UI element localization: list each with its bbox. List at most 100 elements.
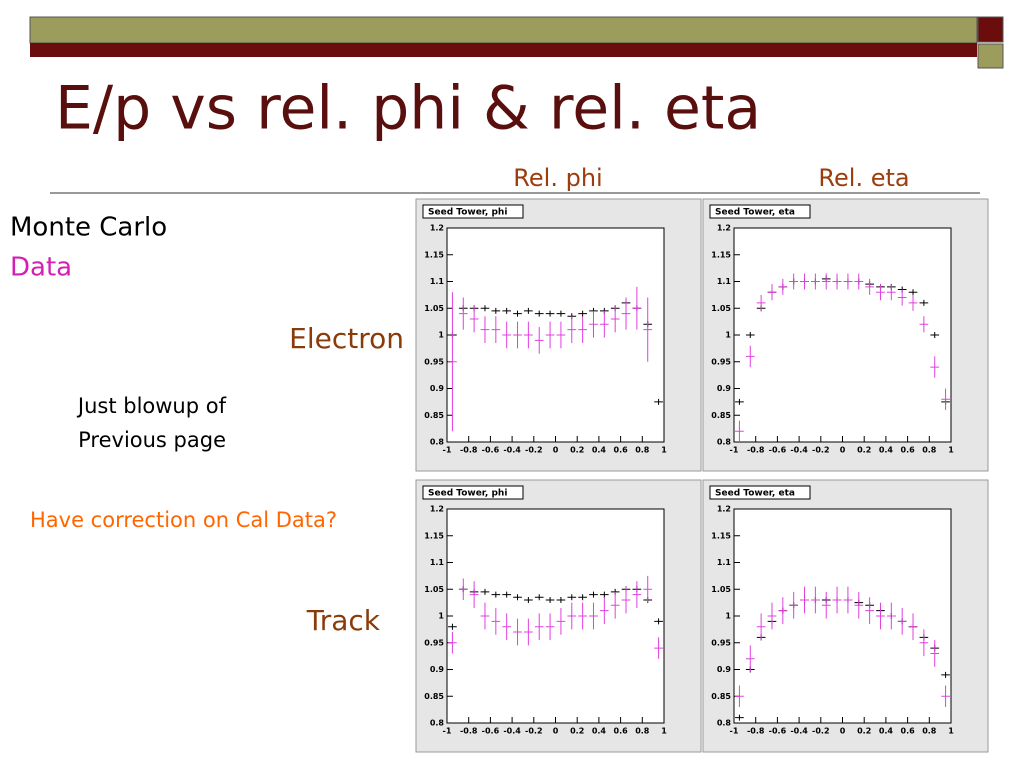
y-tick-label: 1.05 <box>711 304 731 313</box>
plot: Seed Tower, eta 0.8 0.85 0.9 0.95 1 1.05 1.1 1.1… <box>702 198 989 472</box>
data-point <box>745 345 755 368</box>
x-tick-label: -0.4 <box>790 446 808 455</box>
data-point <box>821 591 831 619</box>
x-tick-label: 0.4 <box>879 727 894 736</box>
plot-title-box <box>422 485 524 500</box>
x-tick-label: -1 <box>730 727 739 736</box>
data-point <box>919 299 929 306</box>
data-point <box>908 613 918 641</box>
data-point <box>545 596 555 603</box>
data-point <box>599 591 609 598</box>
data-point <box>919 316 929 333</box>
data-point <box>832 273 842 290</box>
data-point <box>458 297 468 330</box>
data-point <box>897 607 907 635</box>
x-tick-label: 0.2 <box>570 727 584 736</box>
x-tick-label: 0.4 <box>592 727 607 736</box>
data-point <box>908 289 918 296</box>
y-tick-label: 0.85 <box>424 411 444 420</box>
y-tick-label: 1.2 <box>717 505 731 514</box>
data-point <box>654 618 663 625</box>
y-tick-label: 0.8 <box>430 438 445 447</box>
data-point <box>589 591 598 598</box>
data-point <box>589 310 598 338</box>
y-tick-label: 0.9 <box>430 384 445 393</box>
data-point <box>886 602 896 630</box>
data-point <box>491 607 501 635</box>
data-point <box>578 310 587 317</box>
y-tick-label: 1.1 <box>430 277 445 286</box>
data-point <box>513 594 522 601</box>
corner-square <box>977 43 1004 69</box>
y-tick-label: 1.2 <box>717 224 731 233</box>
plot-title: Seed Tower, phi <box>428 489 507 499</box>
data-point <box>632 581 642 608</box>
data-point <box>789 591 799 619</box>
legend-entry: Monte Carlo <box>10 213 167 243</box>
data-point <box>876 602 885 630</box>
x-tick-label: 0.4 <box>592 446 607 455</box>
y-tick-label: 0.95 <box>711 357 731 366</box>
data-point <box>534 310 544 317</box>
x-tick-label: -0.2 <box>812 446 830 455</box>
data-point <box>480 305 490 312</box>
x-tick-label: 0.2 <box>857 727 871 736</box>
data-point <box>941 671 950 678</box>
data-point <box>513 618 522 646</box>
header-stripe <box>30 43 977 57</box>
x-tick-label: -0.2 <box>525 446 543 455</box>
data-point <box>545 321 555 349</box>
data-point <box>778 597 788 625</box>
data-point <box>524 307 533 314</box>
data-point <box>941 388 950 410</box>
y-tick-label: 1.15 <box>424 531 444 540</box>
data-point <box>502 307 512 314</box>
data-point <box>589 602 598 630</box>
data-point <box>578 602 587 630</box>
y-tick-label: 1.1 <box>717 277 732 286</box>
x-tick-label: -0.8 <box>747 727 765 736</box>
plot-title-box <box>422 204 524 219</box>
y-tick-label: 1.2 <box>430 224 444 233</box>
data-point <box>448 623 457 630</box>
data-point <box>800 586 809 614</box>
x-tick-label: 0.6 <box>614 446 629 455</box>
slide-title: E/p vs rel. phi & rel. eta <box>55 74 761 144</box>
data-point <box>800 273 809 290</box>
row-label: Electron <box>289 322 404 355</box>
data-point <box>854 273 864 290</box>
plot-frame <box>446 508 665 724</box>
x-tick-label: 0.2 <box>857 446 871 455</box>
x-tick-label: 0.4 <box>879 446 894 455</box>
row-label: Track <box>306 604 381 637</box>
y-tick-label: 1.15 <box>424 250 444 259</box>
data-point <box>843 273 853 290</box>
y-tick-label: 1 <box>725 331 731 340</box>
data-point <box>534 594 544 601</box>
data-point <box>610 591 620 619</box>
y-tick-label: 0.85 <box>711 692 731 701</box>
data-point <box>469 305 479 333</box>
x-tick-label: 0 <box>553 727 559 736</box>
data-point <box>843 586 853 614</box>
data-point <box>811 273 820 290</box>
y-tick-label: 1 <box>438 331 444 340</box>
data-point <box>491 307 501 314</box>
plot-frame <box>446 227 665 443</box>
data-point <box>513 321 522 349</box>
y-tick-label: 1.1 <box>717 558 732 567</box>
y-tick-label: 1.1 <box>430 558 445 567</box>
data-point <box>865 278 874 295</box>
x-tick-label: -0.8 <box>460 727 478 736</box>
y-tick-label: 1.15 <box>711 531 731 540</box>
plot-title-box <box>709 485 811 500</box>
data-point <box>621 586 631 614</box>
question: Have correction on Cal Data? <box>30 508 337 532</box>
x-tick-label: -1 <box>443 446 452 455</box>
y-tick-label: 0.95 <box>424 357 444 366</box>
data-point <box>556 321 566 349</box>
x-tick-label: -0.4 <box>503 446 521 455</box>
data-point <box>643 575 653 603</box>
data-point <box>941 685 950 707</box>
data-point <box>513 310 522 317</box>
